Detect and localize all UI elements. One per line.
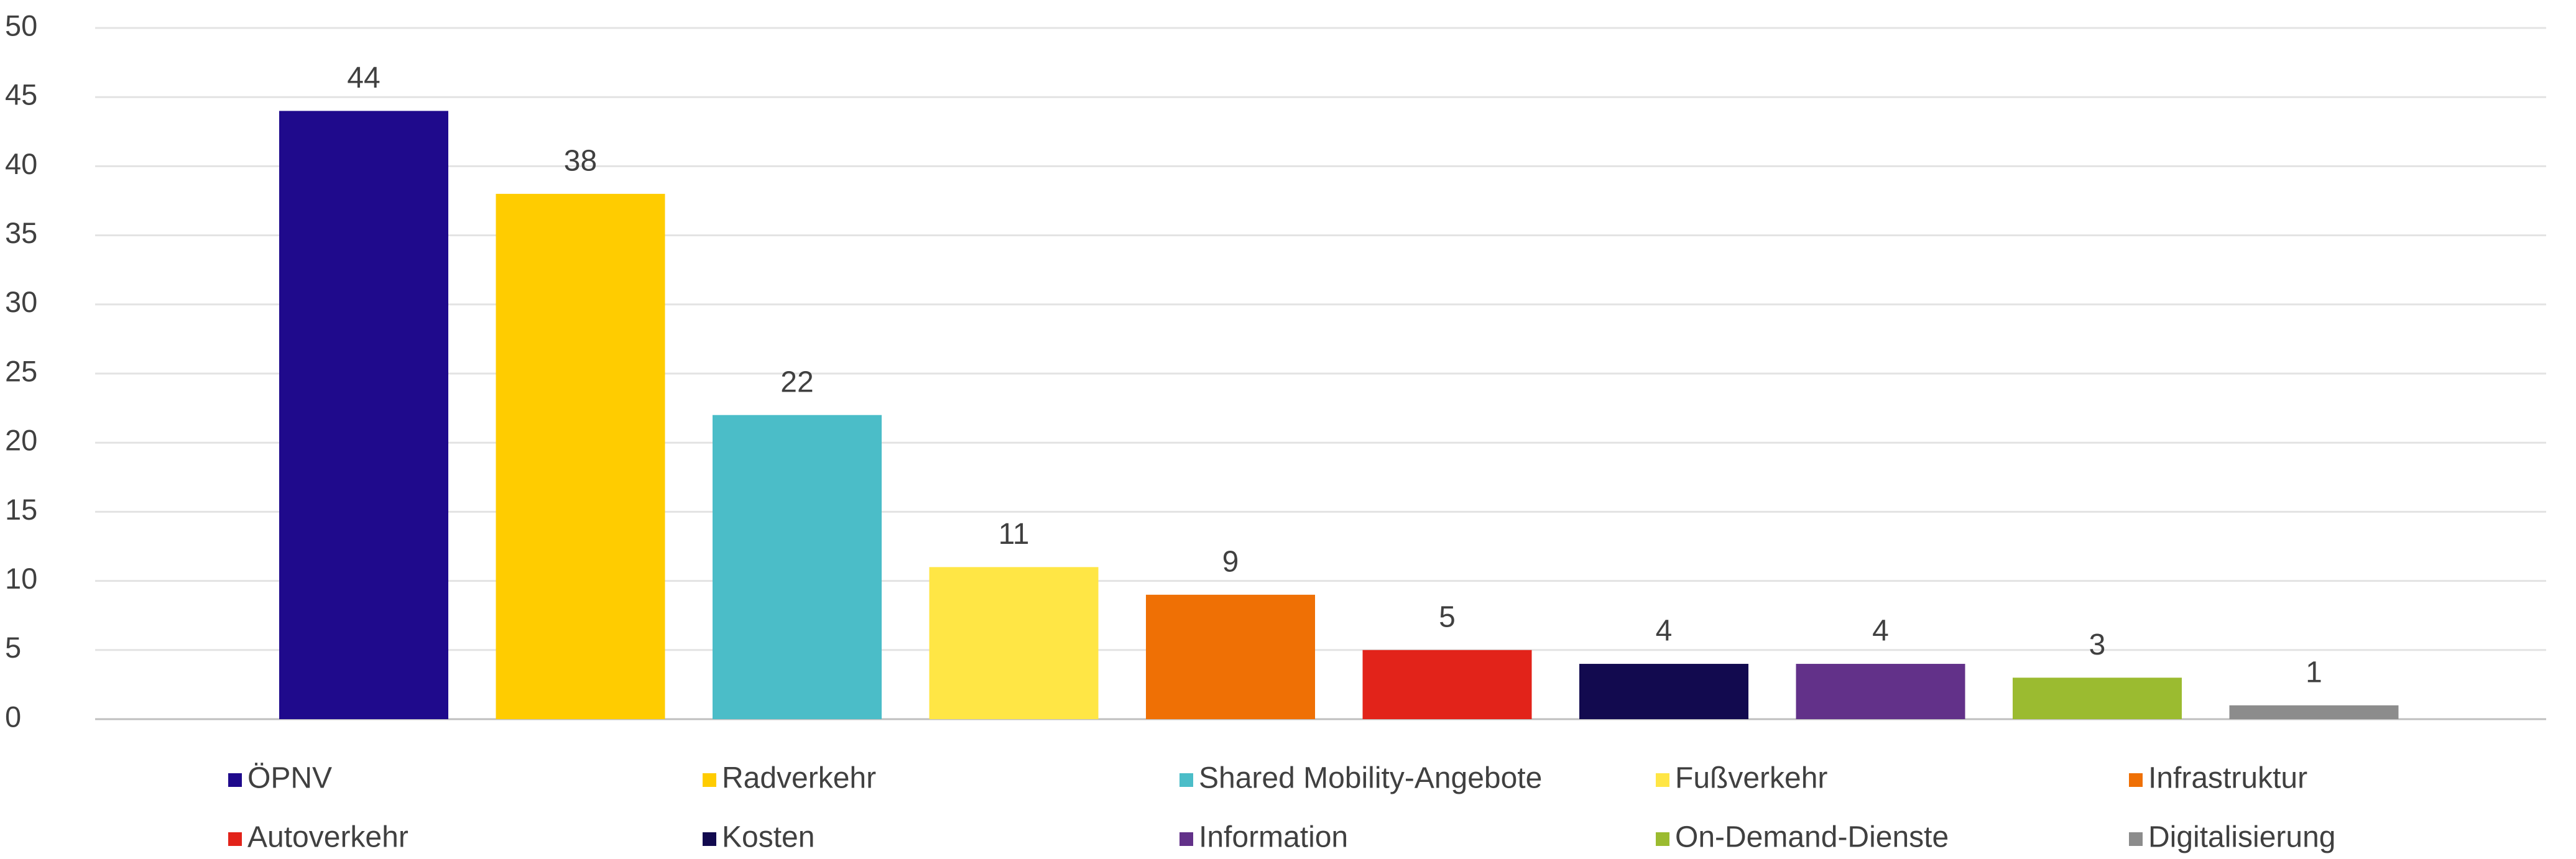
bar [713, 415, 882, 719]
legend-swatch [703, 773, 716, 787]
bar [2229, 705, 2399, 719]
y-tick-label: 45 [5, 78, 37, 111]
bar [1579, 664, 1748, 719]
value-label: 11 [999, 518, 1030, 551]
legend-swatch [703, 832, 716, 846]
legend-label: Fußverkehr [1675, 762, 1827, 795]
y-tick-label: 5 [5, 631, 21, 664]
y-tick-label: 0 [5, 700, 21, 733]
bar [496, 193, 665, 719]
legend-label: Shared Mobility-Angebote [1199, 762, 1542, 795]
legend-label: Radverkehr [722, 762, 876, 795]
y-tick-label: 40 [5, 147, 37, 180]
legend-label: Infrastruktur [2148, 762, 2307, 795]
value-label: 4 [1656, 615, 1673, 648]
bar [279, 111, 448, 719]
legend-swatch [1656, 832, 1669, 846]
legend-swatch [228, 832, 242, 846]
legend-label: On-Demand-Dienste [1675, 821, 1949, 854]
bar [2013, 678, 2182, 719]
y-tick-label: 10 [5, 562, 37, 595]
legend-label: Information [1199, 821, 1348, 854]
legend-label: Autoverkehr [247, 821, 409, 854]
legend-swatch [228, 773, 242, 787]
legend-swatch [1180, 773, 1193, 787]
legend-swatch [1180, 832, 1193, 846]
bar [1362, 650, 1532, 719]
bar [1146, 594, 1315, 719]
bar [929, 567, 1099, 719]
y-tick-label: 15 [5, 493, 37, 526]
value-label: 9 [1222, 546, 1239, 579]
value-label: 44 [347, 62, 380, 94]
value-label: 3 [2089, 628, 2106, 661]
legend-swatch [1656, 773, 1669, 787]
y-tick-label: 50 [5, 9, 37, 42]
legend-label: Kosten [722, 821, 815, 854]
legend-label: ÖPNV [247, 762, 332, 795]
legend-swatch [2129, 773, 2143, 787]
value-label: 5 [1439, 600, 1456, 633]
legend-swatch [2129, 832, 2143, 846]
value-label: 1 [2306, 656, 2322, 689]
legend-label: Digitalisierung [2148, 821, 2335, 854]
value-label: 4 [1872, 615, 1889, 648]
y-tick-label: 30 [5, 285, 37, 318]
bar [1796, 664, 1965, 719]
y-tick-label: 25 [5, 354, 37, 387]
value-label: 38 [564, 145, 597, 178]
y-tick-label: 20 [5, 424, 37, 457]
value-label: 22 [780, 365, 813, 398]
y-tick-label: 35 [5, 216, 37, 249]
